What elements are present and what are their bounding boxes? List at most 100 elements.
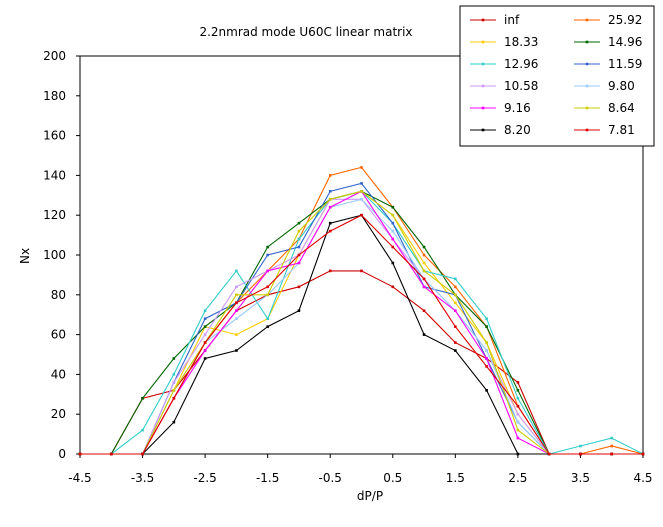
data-point (391, 229, 395, 233)
data-point (610, 436, 614, 440)
legend-item: 11.59 (574, 57, 642, 71)
legend-label: 7.81 (608, 123, 635, 137)
data-point (516, 412, 520, 416)
data-point (172, 381, 176, 384)
data-point (172, 357, 176, 360)
data-point (266, 285, 269, 289)
legend-marker (585, 84, 589, 88)
legend: inf 25.92 18.33 14.96 12.96 11.59 10.58 9.80 9.1… (459, 5, 655, 147)
series-lines (78, 166, 645, 456)
data-point (516, 436, 520, 440)
x-tick-label: 3.5 (571, 471, 590, 485)
legend-item: 12.96 (470, 57, 538, 71)
x-axis: -4.5 -3.5 -2.5 -1.5 -0.5 0.5 1.5 2.5 3.5 4.5 (68, 454, 653, 485)
y-tick-label: 60 (51, 328, 66, 342)
legend-marker (585, 62, 589, 66)
data-point (422, 285, 426, 289)
y-tick-label: 100 (43, 248, 66, 262)
x-axis-title: dP/P (357, 489, 383, 503)
data-point (391, 213, 395, 217)
data-point (422, 261, 426, 265)
data-point (235, 293, 238, 297)
legend-item: inf (470, 13, 520, 27)
data-point (610, 452, 614, 456)
y-tick-label: 180 (43, 89, 66, 103)
data-point (297, 261, 301, 265)
data-point (485, 349, 488, 352)
legend-marker (481, 62, 485, 66)
legend-item: 9.80 (574, 79, 635, 93)
legend-label: 9.16 (504, 101, 531, 115)
data-point (141, 452, 144, 456)
data-point (328, 190, 332, 193)
data-point (516, 428, 520, 432)
legend-marker (585, 18, 589, 22)
data-point (266, 325, 269, 328)
data-point (516, 420, 520, 424)
data-point (203, 325, 207, 328)
data-point (579, 444, 582, 448)
legend-label: 8.20 (504, 123, 531, 137)
data-point (516, 396, 520, 400)
data-point (422, 309, 426, 313)
data-point (266, 253, 269, 257)
data-point (422, 245, 426, 249)
data-point (516, 452, 520, 456)
data-point (266, 245, 269, 249)
y-tick-label: 140 (43, 168, 66, 182)
data-point (485, 325, 488, 328)
data-point (391, 261, 395, 265)
data-point (485, 341, 488, 344)
legend-item: 25.92 (574, 13, 642, 27)
data-point (203, 357, 207, 360)
legend-label: 12.96 (504, 57, 538, 71)
data-point (516, 404, 520, 408)
data-point (485, 389, 488, 392)
legend-item: 14.96 (574, 35, 642, 49)
data-point (203, 341, 207, 344)
legend-marker (481, 106, 485, 110)
data-point (391, 237, 395, 241)
data-point (78, 452, 82, 456)
data-point (547, 452, 551, 456)
data-point (485, 365, 488, 368)
y-tick-label: 120 (43, 208, 66, 222)
legend-item: 18.33 (470, 35, 538, 49)
data-point (579, 452, 582, 456)
data-point (610, 444, 614, 448)
y-tick-label: 160 (43, 129, 66, 143)
y-tick-label: 0 (58, 447, 66, 461)
data-point (235, 285, 238, 289)
y-tick-label: 80 (51, 288, 66, 302)
data-point (391, 245, 395, 249)
data-point (141, 396, 144, 400)
data-point (235, 317, 238, 320)
data-point (360, 166, 363, 169)
y-tick-label: 200 (43, 49, 66, 63)
x-tick-label: -0.5 (319, 471, 342, 485)
legend-label: 11.59 (608, 57, 642, 71)
data-point (328, 174, 332, 177)
x-tick-label: -3.5 (131, 471, 154, 485)
data-point (235, 349, 238, 352)
legend-label: inf (504, 13, 520, 27)
x-tick-label: 4.5 (633, 471, 652, 485)
data-point (485, 357, 488, 360)
data-point (391, 285, 395, 289)
legend-marker (481, 40, 485, 44)
data-point (109, 452, 113, 456)
y-tick-label: 40 (51, 367, 66, 381)
data-point (454, 341, 457, 344)
legend-marker (585, 128, 589, 132)
data-point (422, 277, 426, 281)
data-point (266, 317, 269, 320)
data-point (297, 285, 301, 289)
chart-title: 2.2nmrad mode U60C linear matrix (199, 25, 412, 39)
data-point (235, 269, 238, 273)
data-point (641, 452, 645, 456)
legend-label: 8.64 (608, 101, 635, 115)
data-point (297, 245, 301, 249)
data-point (454, 349, 457, 352)
legend-label: 10.58 (504, 79, 538, 93)
